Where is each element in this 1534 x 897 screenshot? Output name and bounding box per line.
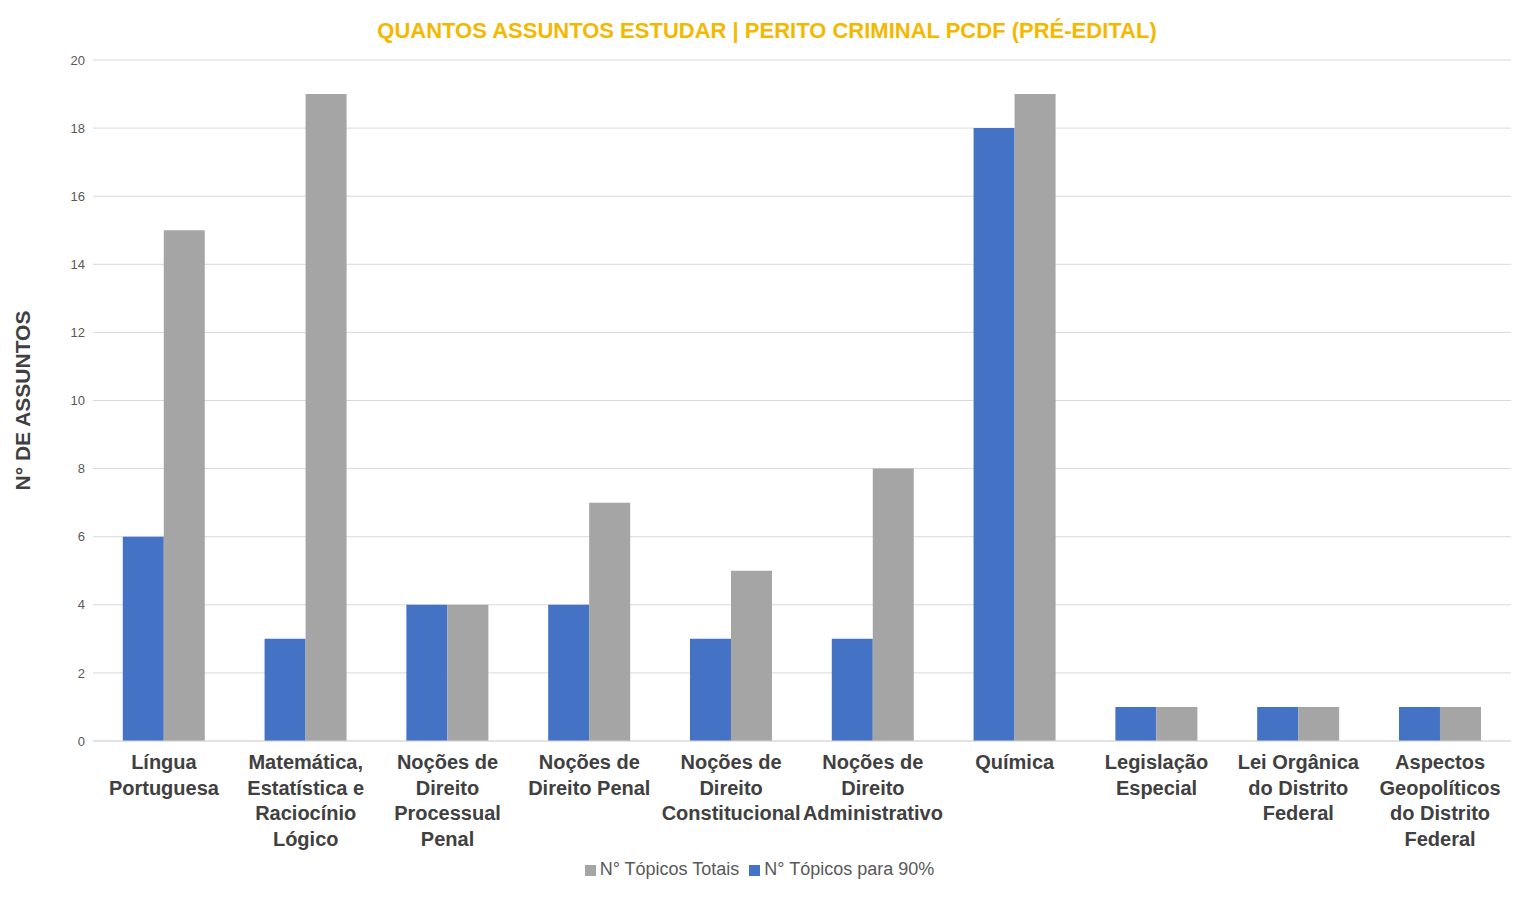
html-text:N° Tópicos para 90%: N° Tópicos para 90% — [764, 859, 935, 879]
svg-text:10: 10 — [71, 393, 85, 408]
svg-text:Noções deDireitoConstitucional: Noções deDireitoConstitucional — [662, 751, 801, 824]
svg-text:14: 14 — [71, 257, 85, 272]
svg-text:12: 12 — [71, 325, 85, 340]
svg-text:AspectosGeopolíticosdo Distrit: AspectosGeopolíticosdo DistritoFederal — [1380, 751, 1501, 850]
svg-text:LegislaçãoEspecial: LegislaçãoEspecial — [1105, 751, 1208, 799]
svg-text:16: 16 — [71, 189, 85, 204]
svg-text:Química: Química — [975, 751, 1055, 773]
svg-text:Noções deDireitoProcessualPena: Noções deDireitoProcessualPenal — [394, 751, 501, 850]
svg-text:20: 20 — [71, 53, 85, 68]
svg-text:Lei Orgânicado DistritoFederal: Lei Orgânicado DistritoFederal — [1238, 751, 1360, 824]
svg-text:18: 18 — [71, 121, 85, 136]
svg-text:6: 6 — [78, 529, 85, 544]
html-text:QUANTOS ASSUNTOS ESTUDAR | PER: QUANTOS ASSUNTOS ESTUDAR | PERITO CRIMIN… — [377, 18, 1157, 43]
svg-text:Matemática,Estatística eRacioc: Matemática,Estatística eRaciocínioLógico — [247, 751, 364, 850]
svg-text:LínguaPortuguesa: LínguaPortuguesa — [109, 751, 220, 799]
svg-text:0: 0 — [78, 734, 85, 749]
svg-text:N° DE ASSUNTOS: N° DE ASSUNTOS — [11, 311, 34, 491]
svg-text:Noções deDireitoAdministrativo: Noções deDireitoAdministrativo — [803, 751, 943, 824]
svg-text:Noções deDireito Penal: Noções deDireito Penal — [528, 751, 650, 799]
svg-text:8: 8 — [78, 461, 85, 476]
svg-text:2: 2 — [78, 666, 85, 681]
svg-text:4: 4 — [78, 597, 85, 612]
html-text:N° Tópicos Totais: N° Tópicos Totais — [599, 859, 740, 879]
